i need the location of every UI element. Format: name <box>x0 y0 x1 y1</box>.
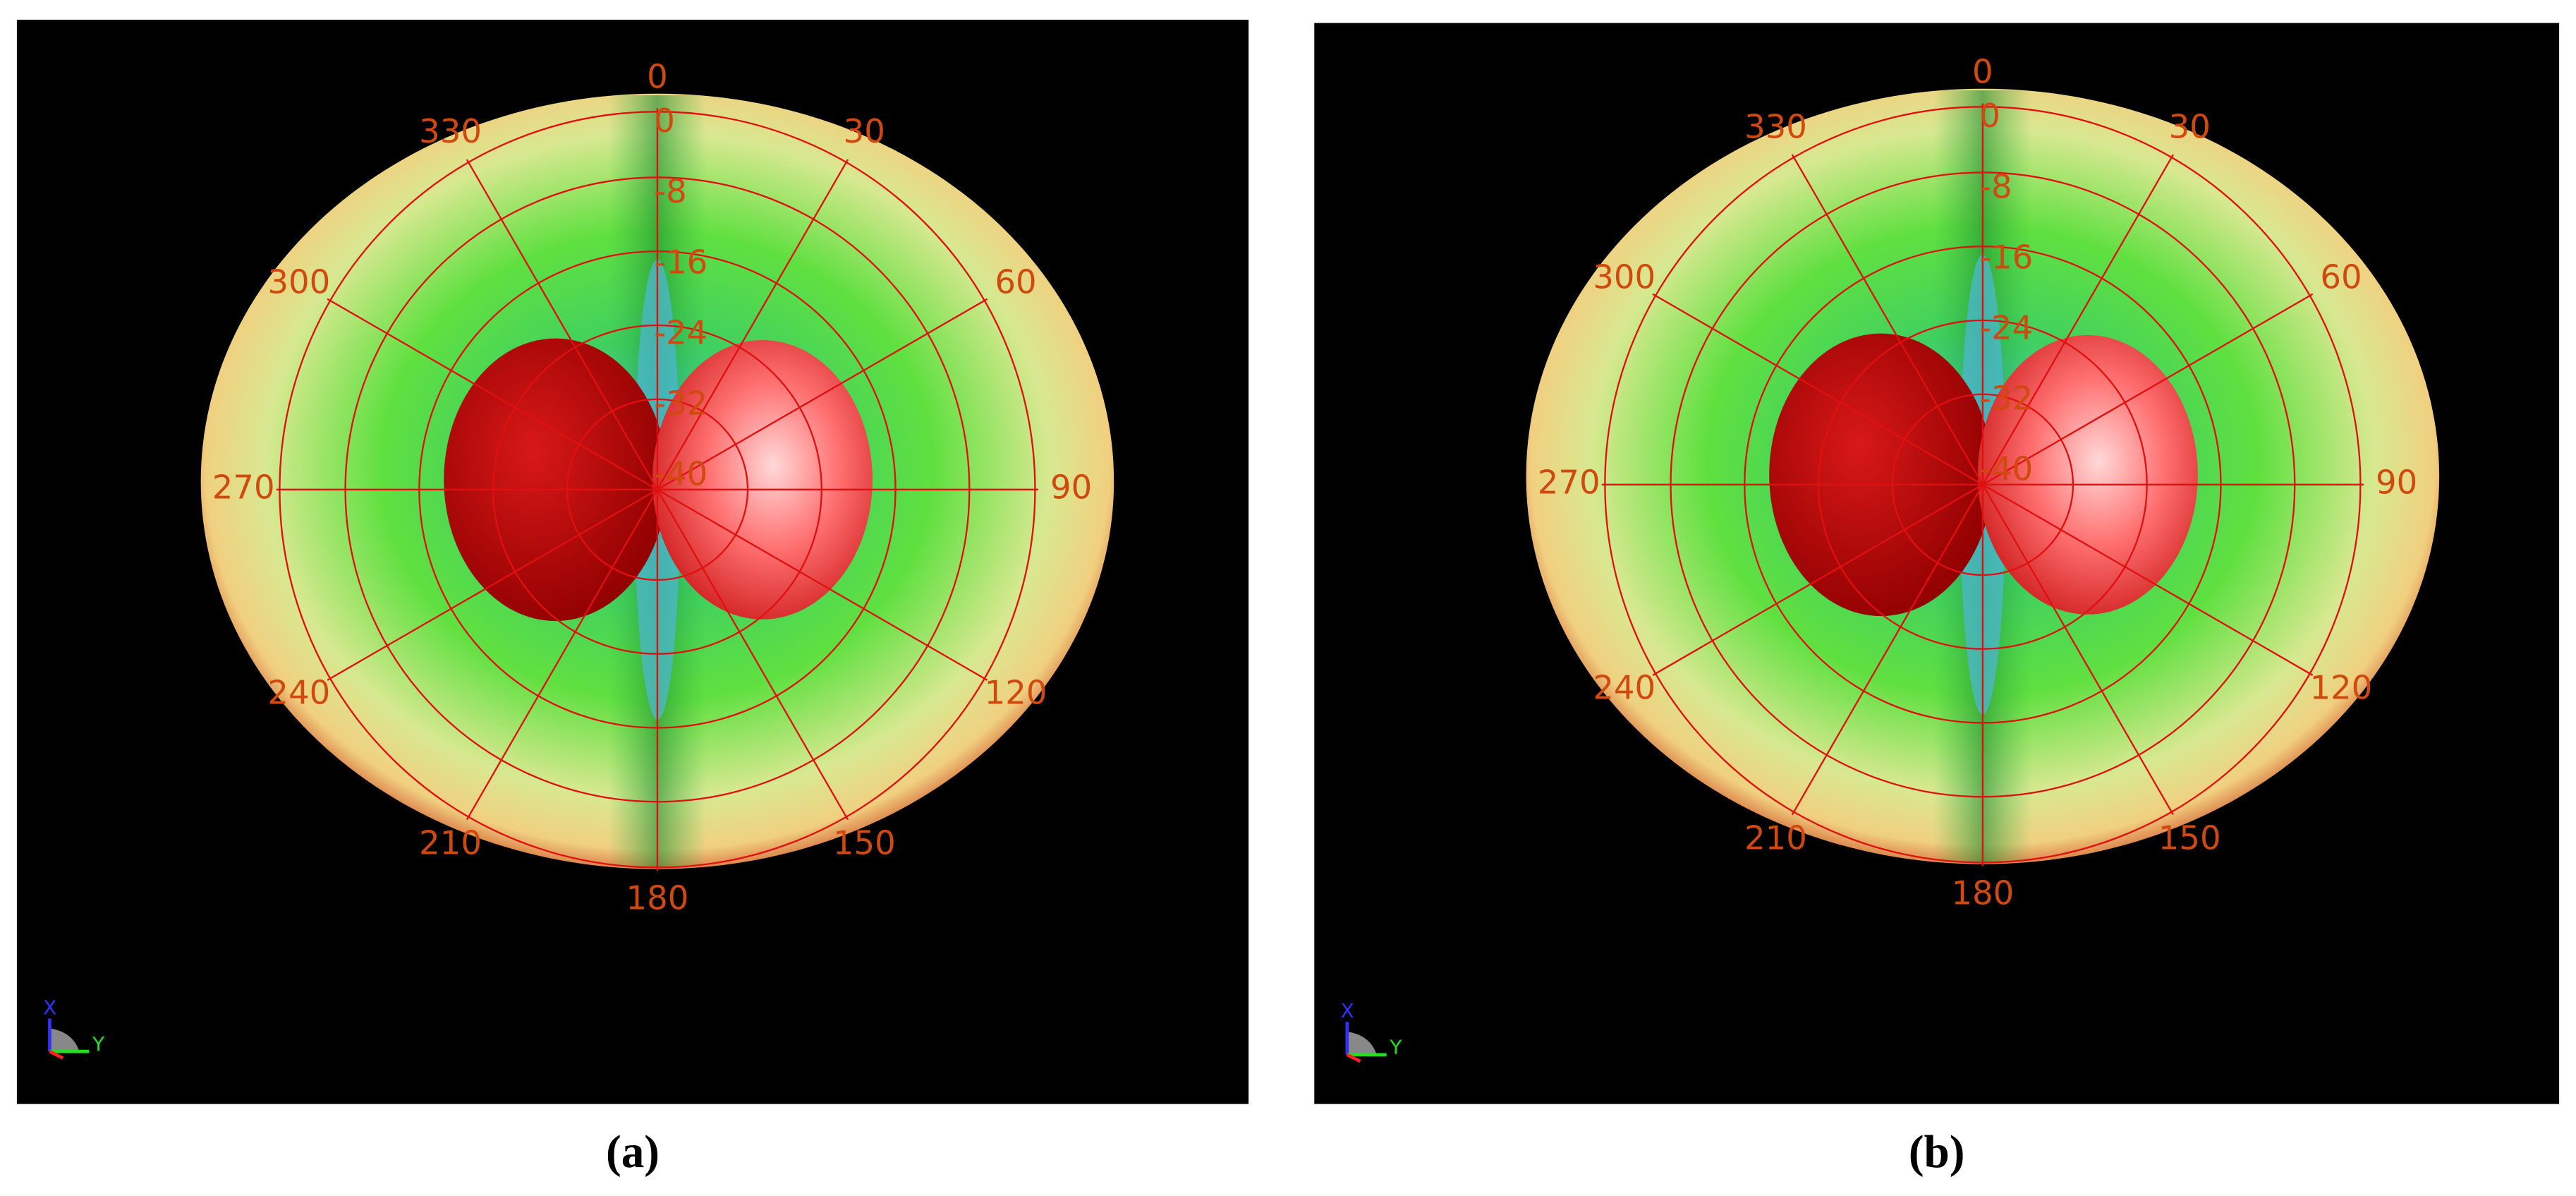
polar-spoke <box>1791 154 1983 485</box>
radial-label: -24 <box>1979 308 2033 346</box>
polar-spoke <box>657 488 988 681</box>
angle-label: 120 <box>985 673 1047 711</box>
triad-cone <box>49 1028 80 1052</box>
angle-label: 0 <box>647 57 668 95</box>
panel: 0 30 60 90 120 150 180 210 240 270 300 330 0 -8 -16 -24… <box>16 19 1249 1178</box>
angle-label: 180 <box>1951 874 2014 912</box>
triad-cone <box>1347 1032 1377 1055</box>
radial-label: -8 <box>1979 167 2012 205</box>
angle-label: 0 <box>1972 52 1993 90</box>
radial-label: -16 <box>654 243 707 281</box>
polar-spoke <box>656 489 849 821</box>
angle-label: 90 <box>1050 468 1092 506</box>
radial-label: -32 <box>654 385 707 423</box>
angle-label: 60 <box>2320 258 2362 296</box>
angle-label: 210 <box>419 823 482 862</box>
angle-label: 240 <box>267 673 330 711</box>
polar-spoke <box>1981 154 2174 485</box>
triad-z <box>1346 1053 1361 1063</box>
lobe-right <box>652 339 873 620</box>
polar-spoke <box>1982 483 2314 676</box>
angle-label: 30 <box>2169 107 2211 145</box>
triad-z <box>49 1050 64 1060</box>
lobe-right <box>1977 334 2198 615</box>
polar-spoke <box>657 298 988 490</box>
polar-spoke <box>466 489 658 821</box>
triad-label-x: X <box>1341 999 1354 1022</box>
polar-spoke <box>656 159 849 490</box>
angle-label: 270 <box>1538 463 1600 501</box>
angle-label: 150 <box>2158 819 2221 857</box>
angle-label: 270 <box>212 468 275 506</box>
polar-spoke <box>1981 484 2174 816</box>
polar-spoke <box>327 488 658 681</box>
radial-label: -16 <box>1979 238 2033 276</box>
angle-label: 300 <box>267 262 330 301</box>
angle-label: 330 <box>1744 107 1807 145</box>
angle-label: 90 <box>2376 463 2417 501</box>
polar-spoke <box>1652 483 1983 676</box>
triad-label-x: X <box>43 996 56 1020</box>
polar-spoke <box>1652 293 1983 485</box>
angle-label: 120 <box>2310 668 2373 706</box>
polar-spoke <box>327 298 658 490</box>
radial-label: -40 <box>654 455 707 493</box>
panel: 0 30 60 90 120 150 180 210 240 270 300 330 0 -8 -16 -24… <box>1314 23 2560 1178</box>
caption: (b) <box>1909 1127 1965 1178</box>
radial-label: -32 <box>1979 380 2033 418</box>
lobe-left <box>444 338 667 622</box>
angle-label: 300 <box>1593 258 1655 296</box>
radial-label: 0 <box>654 102 675 140</box>
polar-spoke <box>1982 293 2314 485</box>
radial-label: -24 <box>654 313 707 351</box>
triad-label-y: Y <box>92 1032 105 1056</box>
angle-label: 60 <box>995 262 1036 301</box>
angle-label: 150 <box>833 823 896 862</box>
triad-label-y: Y <box>1389 1035 1402 1058</box>
angle-label: 210 <box>1744 819 1807 857</box>
polar-spoke <box>466 159 658 490</box>
radial-label: 0 <box>1979 97 2000 135</box>
angle-label: 30 <box>844 112 885 150</box>
radial-label: -40 <box>1979 450 2033 488</box>
angle-label: 240 <box>1593 668 1655 706</box>
angle-label: 330 <box>419 112 482 150</box>
angle-label: 180 <box>626 878 689 917</box>
polar-spoke <box>1791 484 1983 816</box>
lobe-left <box>1769 333 1993 617</box>
caption: (a) <box>606 1127 660 1178</box>
radial-label: -8 <box>654 172 686 210</box>
